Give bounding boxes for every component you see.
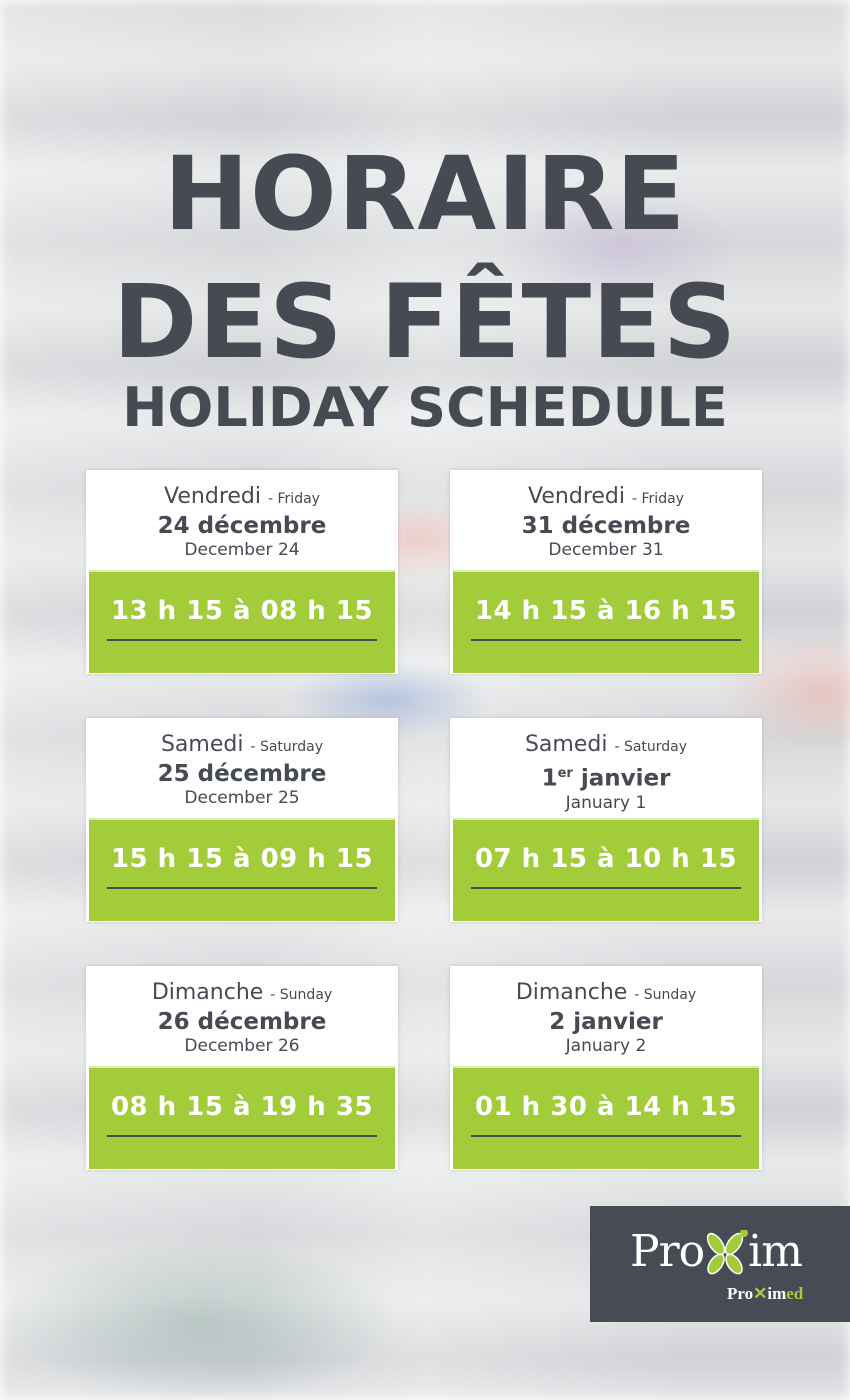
hours: 08 h 15 à 19 h 35 bbox=[110, 1092, 374, 1122]
date-en: December 26 bbox=[184, 1036, 300, 1056]
card-date-section: Dimanche - Sunday 26 décembre December 2… bbox=[89, 969, 395, 1066]
schedule-card: Dimanche - Sunday 2 janvier January 2 01… bbox=[450, 966, 762, 1170]
title-line-2: DES FÊTES bbox=[112, 263, 738, 382]
hours: 13 h 15 à 08 h 15 bbox=[110, 596, 374, 626]
card-date-section: Dimanche - Sunday 2 janvier January 2 bbox=[453, 969, 759, 1066]
date-en: December 24 bbox=[184, 540, 300, 560]
divider bbox=[107, 1135, 377, 1137]
schedule-card: Dimanche - Sunday 26 décembre December 2… bbox=[86, 966, 398, 1170]
hours: 14 h 15 à 16 h 15 bbox=[474, 596, 738, 626]
date-fr: 25 décembre bbox=[157, 761, 327, 787]
date-fr: 26 décembre bbox=[157, 1009, 327, 1035]
day-en: - Saturday bbox=[250, 739, 324, 755]
day-en: - Friday bbox=[268, 491, 320, 507]
hours: 15 h 15 à 09 h 15 bbox=[110, 844, 374, 874]
day-fr: Dimanche bbox=[515, 980, 628, 1005]
date-fr: 1 bbox=[541, 765, 558, 792]
day-fr: Samedi bbox=[524, 732, 608, 757]
date-fr: 2 janvier bbox=[549, 1009, 663, 1035]
hours: 07 h 15 à 10 h 15 bbox=[474, 844, 738, 874]
divider bbox=[471, 887, 741, 889]
proxim-logo: Pro im Pro✕imed bbox=[590, 1206, 850, 1322]
day-fr: Vendredi bbox=[528, 484, 626, 509]
day-en: - Friday bbox=[632, 491, 684, 507]
divider bbox=[107, 887, 377, 889]
logo-proximed: Pro✕imed bbox=[727, 1284, 804, 1303]
divider bbox=[107, 639, 377, 641]
card-hours-section: 14 h 15 à 16 h 15 bbox=[453, 570, 759, 673]
card-hours-section: 15 h 15 à 09 h 15 bbox=[89, 818, 395, 921]
card-date-section: Vendredi - Friday 31 décembre December 3… bbox=[453, 473, 759, 570]
date-en: January 1 bbox=[565, 792, 647, 813]
logo-wordmark: Pro im bbox=[630, 1226, 803, 1277]
card-date-section: Vendredi - Friday 24 décembre December 2… bbox=[89, 473, 395, 570]
subtitle: HOLIDAY SCHEDULE bbox=[122, 376, 728, 439]
date-en: January 2 bbox=[565, 1036, 647, 1056]
card-date-section: Samedi - Saturday 1er janvier January 1 bbox=[453, 721, 759, 818]
schedule-card: Vendredi - Friday 31 décembre December 3… bbox=[450, 470, 762, 674]
day-en: - Sunday bbox=[270, 987, 333, 1003]
day-fr: Samedi bbox=[160, 732, 244, 757]
divider bbox=[471, 639, 741, 641]
day-fr: Dimanche bbox=[151, 980, 264, 1005]
card-hours-section: 07 h 15 à 10 h 15 bbox=[453, 818, 759, 921]
card-hours-section: 08 h 15 à 19 h 35 bbox=[89, 1066, 395, 1169]
divider bbox=[471, 1135, 741, 1137]
date-fr: 31 décembre bbox=[521, 513, 691, 539]
schedule-card: Vendredi - Friday 24 décembre December 2… bbox=[86, 470, 398, 674]
day-en: - Saturday bbox=[614, 739, 688, 755]
date-fr-sup: er bbox=[557, 766, 573, 781]
schedule-card: Samedi - Saturday 1er janvier January 1 … bbox=[450, 718, 762, 922]
leaf-x-icon bbox=[706, 1230, 749, 1275]
day-fr: Vendredi bbox=[164, 484, 262, 509]
day-en: - Sunday bbox=[634, 987, 697, 1003]
card-hours-section: 01 h 30 à 14 h 15 bbox=[453, 1066, 759, 1169]
date-fr: 24 décembre bbox=[157, 513, 327, 539]
date-fr-rest: janvier bbox=[572, 765, 671, 792]
schedule-card: Samedi - Saturday 25 décembre December 2… bbox=[86, 718, 398, 922]
card-hours-section: 13 h 15 à 08 h 15 bbox=[89, 570, 395, 673]
card-date-section: Samedi - Saturday 25 décembre December 2… bbox=[89, 721, 395, 818]
title-line-1: HORAIRE bbox=[163, 135, 687, 254]
date-en: December 31 bbox=[548, 540, 664, 560]
hours: 01 h 30 à 14 h 15 bbox=[474, 1092, 738, 1122]
date-en: December 25 bbox=[184, 788, 300, 808]
